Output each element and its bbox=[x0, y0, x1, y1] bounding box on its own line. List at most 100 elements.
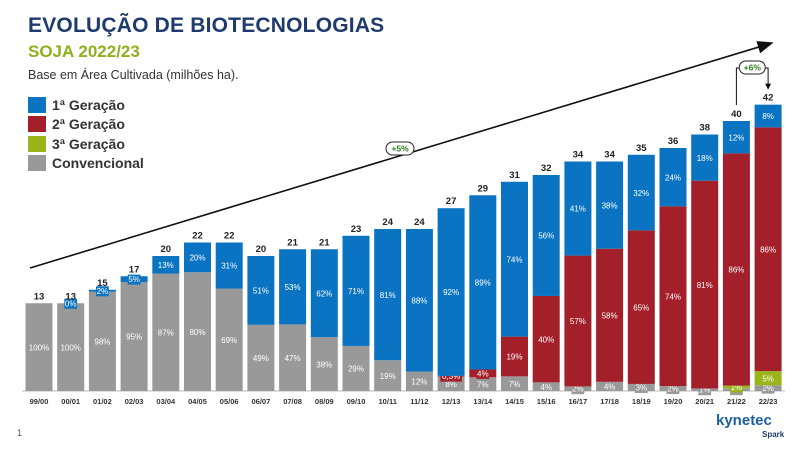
bar-segment bbox=[88, 291, 116, 391]
bar-data-label: 57% bbox=[570, 317, 586, 326]
bar-data-label: 4% bbox=[477, 369, 489, 378]
bar-segment bbox=[596, 381, 624, 391]
bar-data-label: 31% bbox=[221, 262, 237, 271]
x-tick-label: 19/20 bbox=[664, 397, 683, 406]
bar-segment bbox=[754, 104, 782, 128]
bar-segment bbox=[469, 195, 497, 370]
bar-segment bbox=[596, 248, 624, 382]
bar-total-label: 21 bbox=[287, 237, 298, 248]
x-tick-label: 22/23 bbox=[759, 397, 778, 406]
x-tick-label: 18/19 bbox=[632, 397, 651, 406]
yoy-badge-box bbox=[738, 60, 766, 75]
brand-logo: kynetec bbox=[716, 412, 772, 429]
bar-segment bbox=[627, 230, 655, 384]
bar-segment bbox=[405, 371, 433, 391]
bar-data-label: 5% bbox=[128, 275, 140, 284]
bar-segment bbox=[532, 295, 560, 383]
bar-data-label: 74% bbox=[665, 292, 681, 301]
bar-data-label: 8% bbox=[445, 380, 457, 389]
legend-item-convencional: Convencional bbox=[28, 154, 144, 174]
x-tick-label: 06/07 bbox=[252, 397, 271, 406]
bar-segment bbox=[279, 249, 307, 325]
bar-data-label-bg bbox=[666, 384, 680, 395]
bar-data-label: 86% bbox=[760, 245, 776, 254]
bar-total-label: 17 bbox=[129, 264, 140, 275]
bar-segment bbox=[184, 242, 211, 273]
bar-segment bbox=[374, 360, 402, 391]
bar-data-label: 100% bbox=[29, 343, 49, 352]
bar-data-label: 5% bbox=[762, 374, 774, 383]
x-tick-label: 04/05 bbox=[188, 397, 207, 406]
bar-data-label: 1% bbox=[699, 386, 711, 395]
bar-data-label: 100% bbox=[60, 343, 80, 352]
x-tick-label: 07/08 bbox=[283, 397, 302, 406]
bar-total-label: 40 bbox=[731, 109, 742, 120]
bar-segment bbox=[152, 273, 180, 391]
x-tick-label: 13/14 bbox=[473, 397, 493, 406]
legend-item-terceira-geracao: 3ª Geração bbox=[28, 134, 144, 154]
bar-data-label: 7% bbox=[509, 380, 521, 389]
x-tick-label: 11/12 bbox=[410, 397, 428, 406]
bar-data-label: 0% bbox=[65, 299, 77, 308]
bar-data-label: 88% bbox=[411, 296, 427, 305]
bar-data-label: 89% bbox=[475, 279, 491, 288]
x-tick-label: 99/00 bbox=[30, 397, 49, 406]
bar-segment bbox=[184, 272, 211, 391]
bar-total-label: 13 bbox=[34, 291, 45, 302]
bar-data-label: 0,3% bbox=[442, 372, 460, 381]
x-tick-label: 14/15 bbox=[505, 397, 524, 406]
bar-segment bbox=[691, 134, 719, 181]
bar-segment bbox=[722, 153, 750, 386]
bar-data-label: 38% bbox=[602, 201, 618, 210]
bar-data-label: 53% bbox=[285, 283, 301, 292]
bar-total-label: 15 bbox=[97, 278, 108, 289]
x-tick-label: 20/21 bbox=[695, 397, 714, 406]
bar-data-label: 81% bbox=[380, 291, 396, 300]
bar-segment bbox=[469, 377, 497, 391]
bar-total-label: 13 bbox=[65, 291, 76, 302]
bar-segment bbox=[215, 288, 243, 391]
bar-data-label: 19% bbox=[380, 372, 396, 381]
bar-data-label-bg bbox=[761, 383, 775, 394]
bar-total-label: 20 bbox=[161, 244, 172, 255]
legend-swatch-terceira-geracao bbox=[28, 135, 46, 152]
bar-data-label: 12% bbox=[411, 377, 427, 386]
legend-swatch-segunda-geracao bbox=[28, 116, 46, 133]
bar-segment bbox=[596, 161, 624, 249]
bar-segment bbox=[374, 229, 402, 361]
bar-total-label: 32 bbox=[541, 163, 552, 174]
yoy-annotation: +6% bbox=[735, 60, 772, 105]
bar-total-label: 22 bbox=[224, 231, 235, 242]
x-tick-label: 15/16 bbox=[537, 397, 556, 406]
bar-segment bbox=[691, 180, 719, 389]
bar-total-label: 22 bbox=[192, 231, 203, 242]
bar-segment bbox=[25, 303, 53, 391]
bar-segment bbox=[754, 371, 782, 386]
bar-data-label: 8% bbox=[762, 112, 774, 121]
page-number: 1 bbox=[17, 428, 23, 438]
bar-total-label: 35 bbox=[636, 143, 647, 154]
bar-segment bbox=[754, 127, 782, 372]
bar-total-label: 24 bbox=[382, 217, 393, 228]
x-tick-label: 17/18 bbox=[600, 397, 619, 406]
bar-data-label-bg bbox=[698, 385, 712, 396]
bar-segment bbox=[215, 242, 243, 289]
bar-total-label: 20 bbox=[256, 244, 267, 255]
legend-swatch-convencional bbox=[28, 155, 46, 172]
bar-data-label: 38% bbox=[316, 360, 332, 369]
bar-data-label: 49% bbox=[253, 354, 269, 363]
bar-data-label: 18% bbox=[697, 154, 713, 163]
bar-data-label-bg bbox=[64, 298, 78, 309]
legend-label-segunda-geracao: 2ª Geração bbox=[52, 116, 125, 133]
bar-data-label: 58% bbox=[602, 311, 618, 320]
legend-item-primeira-geracao: 1ª Geração bbox=[28, 95, 144, 115]
bar-data-label: 41% bbox=[570, 205, 586, 214]
slide-title: EVOLUÇÃO DE BIOTECNOLOGIAS bbox=[28, 14, 385, 37]
brand-sub-logo: Spark bbox=[762, 430, 785, 439]
legend-swatch-primeira-geracao bbox=[28, 96, 46, 113]
bar-data-label: 69% bbox=[221, 336, 237, 345]
bar-data-label: 13% bbox=[158, 261, 174, 270]
bar-data-label: 7% bbox=[477, 380, 489, 389]
x-tick-label: 10/11 bbox=[379, 397, 397, 406]
bar-data-label: 51% bbox=[253, 287, 269, 296]
